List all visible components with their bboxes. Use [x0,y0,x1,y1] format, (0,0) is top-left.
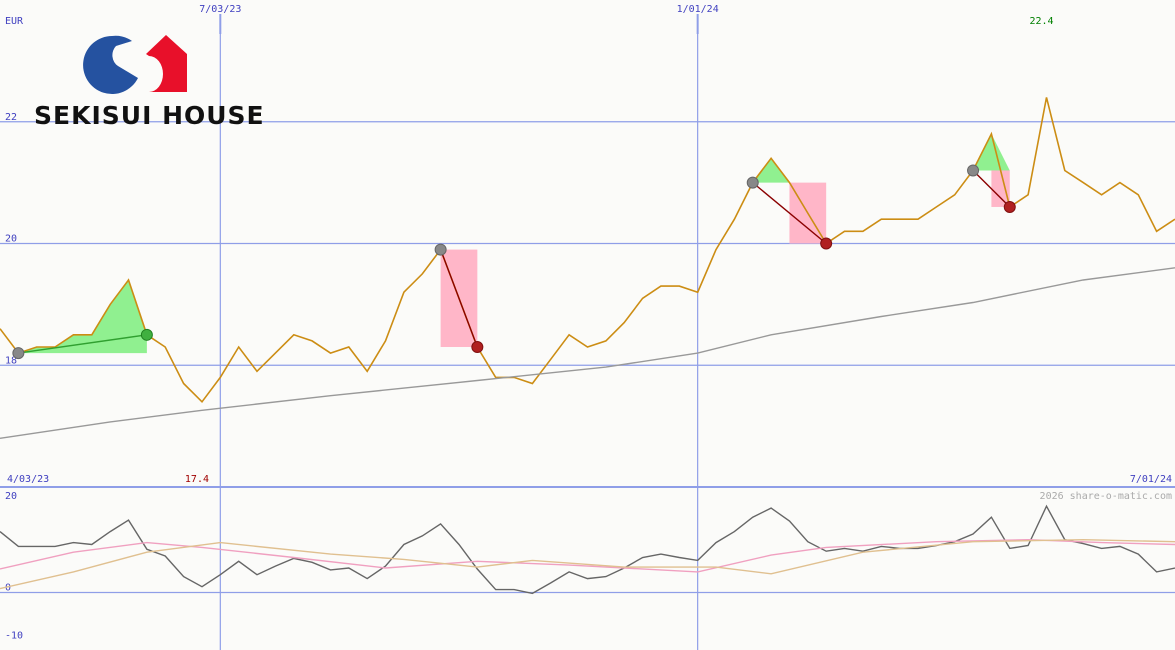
signal-end [471,340,484,353]
signal-start [967,164,980,177]
max-label: 22.4 [1029,16,1053,27]
series-line [0,97,1175,404]
watermark: 2026 share-o-matic.com [1040,491,1172,502]
series-line [0,538,1175,573]
x-tick-label: 1/01/24 [677,4,719,15]
signal-start [746,176,759,189]
logo-text: SEKISUI HOUSE [34,101,265,130]
y-tick-label: 20 [5,491,17,502]
signal-end [1003,200,1016,213]
start-date: 4/03/23 [7,474,49,485]
plot: 18 20 22 7/03/23 1/01/24 EUR 4/03/23 7/01/24 22.… [0,4,1175,650]
y-tick-label: 22 [5,112,17,123]
y-tick-label: -10 [5,630,23,641]
end-date: 7/01/24 [1130,474,1172,485]
signal-end [820,237,833,250]
signal-link [18,334,147,354]
gain-area [752,158,827,183]
series-line [0,504,1175,595]
y-tick-label: 20 [5,234,17,245]
logo-mark-blue [83,35,138,94]
loss-area [991,170,1010,207]
unit-label: EUR [5,16,24,27]
signal-end [140,328,153,341]
signal-link [972,169,1011,208]
logo-mark-red [146,35,187,92]
logo: SEKISUI HOUSE [34,35,265,130]
series-line [0,538,1175,590]
y-tick-label: 18 [5,355,17,366]
y-tick-label: 0 [5,582,11,593]
signal-link [752,182,827,245]
gain-area [973,133,1010,171]
series-line [0,267,1175,439]
signal-start [12,347,25,360]
min-label: 17.4 [185,474,209,485]
x-tick-label: 7/03/23 [199,4,241,15]
signal-start [434,243,447,256]
signal-link [439,249,478,348]
